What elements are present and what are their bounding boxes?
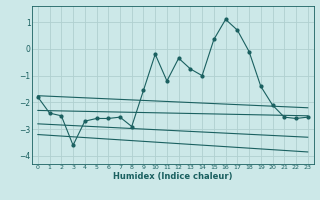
X-axis label: Humidex (Indice chaleur): Humidex (Indice chaleur) xyxy=(113,172,233,181)
